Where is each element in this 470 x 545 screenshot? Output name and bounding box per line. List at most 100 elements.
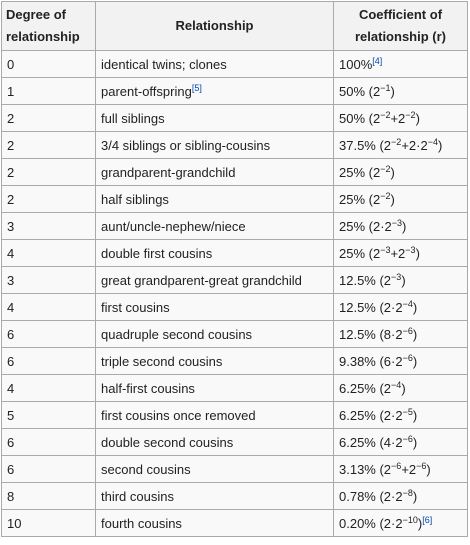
exponent: −2 — [391, 136, 402, 147]
coefficient-text: +2 — [390, 245, 406, 261]
coefficient-text: 12.5% (2 — [339, 272, 392, 288]
relationship-text: identical twins; clones — [101, 56, 227, 72]
relationship-text: half-first cousins — [101, 380, 195, 396]
coefficient-text: ) — [412, 326, 418, 342]
table-row: 2 grandparent-grandchild 25% (2−2) — [1, 158, 468, 186]
coefficient-text: ) — [390, 164, 395, 180]
coefficient-text: 0.78% (2·2 — [339, 488, 403, 504]
coefficient-text: +2·2 — [401, 137, 428, 153]
coefficient-text: ) — [412, 353, 418, 369]
degree-cell: 2 — [1, 131, 96, 159]
header-row: Degree of relationship Relationship Coef… — [1, 1, 468, 51]
relationship-text: first cousins — [101, 299, 170, 315]
relationship-cell: first cousins — [95, 293, 334, 321]
coefficient-text: 25% (2 — [339, 191, 381, 207]
citation-link[interactable]: [4] — [372, 55, 383, 66]
relationship-text: half siblings — [101, 191, 169, 207]
coefficient-text: 25% (2·2 — [339, 218, 392, 234]
degree-cell: 2 — [1, 185, 96, 213]
exponent: −3 — [391, 217, 403, 228]
table-row: 8 third cousins 0.78% (2·2−8) — [1, 482, 468, 510]
coefficient-cell: 6.25% (2·2−5) — [333, 401, 468, 429]
relationship-cell: full siblings — [95, 104, 334, 132]
coefficient-text: 100% — [339, 56, 373, 72]
degree-cell: 0 — [1, 50, 96, 78]
coefficient-cell: 25% (2−2) — [333, 185, 468, 213]
coefficient-cell: 12.5% (2·2−4) — [333, 293, 468, 321]
coefficient-text: 9.38% (6·2 — [339, 353, 403, 369]
coefficient-cell: 37.5% (2−2+2·2−4) — [333, 131, 468, 159]
exponent: −4 — [402, 298, 413, 309]
relationship-text: parent-offspring — [101, 83, 192, 99]
table-row: 6 quadruple second cousins 12.5% (8·2−6) — [1, 320, 468, 348]
degree-cell: 2 — [1, 158, 96, 186]
citation-link[interactable]: [6] — [422, 514, 433, 525]
coefficient-text: 25% (2 — [339, 245, 381, 261]
exponent: −6 — [391, 460, 402, 471]
relationship-text: grandparent-grandchild — [101, 164, 236, 180]
coefficient-text: ) — [401, 380, 406, 396]
table-row: 2 half siblings 25% (2−2) — [1, 185, 468, 213]
exponent: −6 — [402, 433, 413, 444]
table-row: 2 3/4 siblings or sibling-cousins 37.5% (2… — [1, 131, 468, 159]
relationship-cell: double first cousins — [95, 239, 334, 267]
relationship-text: double second cousins — [101, 434, 234, 450]
exponent: −4 — [427, 136, 438, 147]
exponent: −2 — [380, 190, 391, 201]
citation-link[interactable]: [5] — [191, 82, 202, 93]
header-degree-line1: Degree of — [6, 7, 66, 22]
coefficient-cell: 0.20% (2·2−10)[6] — [333, 509, 468, 537]
coefficient-text: ) — [415, 245, 420, 261]
table-row: 6 triple second cousins 9.38% (6·2−6) — [1, 347, 468, 375]
header-relationship: Relationship — [95, 1, 334, 51]
relationship-text: 3/4 siblings or sibling-cousins — [101, 137, 271, 153]
coefficient-text: ) — [412, 299, 418, 315]
table-row: 4 first cousins 12.5% (2·2−4) — [1, 293, 468, 321]
relationship-cell: quadruple second cousins — [95, 320, 334, 348]
relationship-cell: identical twins; clones — [95, 50, 334, 78]
table-row: 10 fourth cousins 0.20% (2·2−10)[6] — [1, 509, 468, 537]
header-coefficient-line1: Coefficient of — [358, 7, 443, 22]
coefficient-cell: 12.5% (2−3) — [333, 266, 468, 294]
coefficient-cell: 12.5% (8·2−6) — [333, 320, 468, 348]
relationship-text: fourth cousins — [101, 515, 182, 531]
coefficient-cell: 25% (2·2−3) — [333, 212, 468, 240]
exponent: −6 — [402, 325, 413, 336]
coefficient-cell: 9.38% (6·2−6) — [333, 347, 468, 375]
degree-cell: 4 — [1, 293, 96, 321]
coefficient-cell: 0.78% (2·2−8) — [333, 482, 468, 510]
degree-cell: 5 — [1, 401, 96, 429]
relationship-text: great grandparent-great grandchild — [101, 272, 302, 288]
coefficient-text: 50% (2 — [339, 110, 381, 126]
coefficient-text: ) — [412, 488, 418, 504]
degree-cell: 6 — [1, 428, 96, 456]
table-row: 4 half-first cousins 6.25% (2−4) — [1, 374, 468, 402]
coefficient-text: ) — [390, 83, 395, 99]
exponent: −3 — [380, 244, 391, 255]
coefficient-text: ) — [426, 461, 431, 477]
coefficient-cell: 25% (2−2) — [333, 158, 468, 186]
table-row: 6 double second cousins 6.25% (4·2−6) — [1, 428, 468, 456]
coefficient-text: 6.25% (2 — [339, 380, 392, 396]
relationship-cell: third cousins — [95, 482, 334, 510]
table-row: 5 first cousins once removed 6.25% (2·2−5) — [1, 401, 468, 429]
degree-cell: 4 — [1, 239, 96, 267]
relationship-cell: half siblings — [95, 185, 334, 213]
exponent: −1 — [380, 82, 391, 93]
relationship-cell: parent-offspring[5] — [95, 77, 334, 105]
exponent: −10 — [402, 514, 418, 525]
relationship-text: second cousins — [101, 461, 191, 477]
relationship-text: quadruple second cousins — [101, 326, 253, 342]
degree-cell: 6 — [1, 455, 96, 483]
exponent: −3 — [391, 271, 402, 282]
coefficient-text: 50% (2 — [339, 83, 381, 99]
exponent: −5 — [402, 406, 413, 417]
coefficient-cell: 50% (2−2+2−2) — [333, 104, 468, 132]
coefficient-text: 37.5% (2 — [339, 137, 392, 153]
relationship-text: full siblings — [101, 110, 165, 126]
relationship-cell: first cousins once removed — [95, 401, 334, 429]
coefficient-text: ) — [390, 191, 395, 207]
header-degree-line2: relationship — [6, 29, 80, 44]
exponent: −6 — [416, 460, 427, 471]
coefficient-text: 0.20% (2·2 — [339, 515, 403, 531]
